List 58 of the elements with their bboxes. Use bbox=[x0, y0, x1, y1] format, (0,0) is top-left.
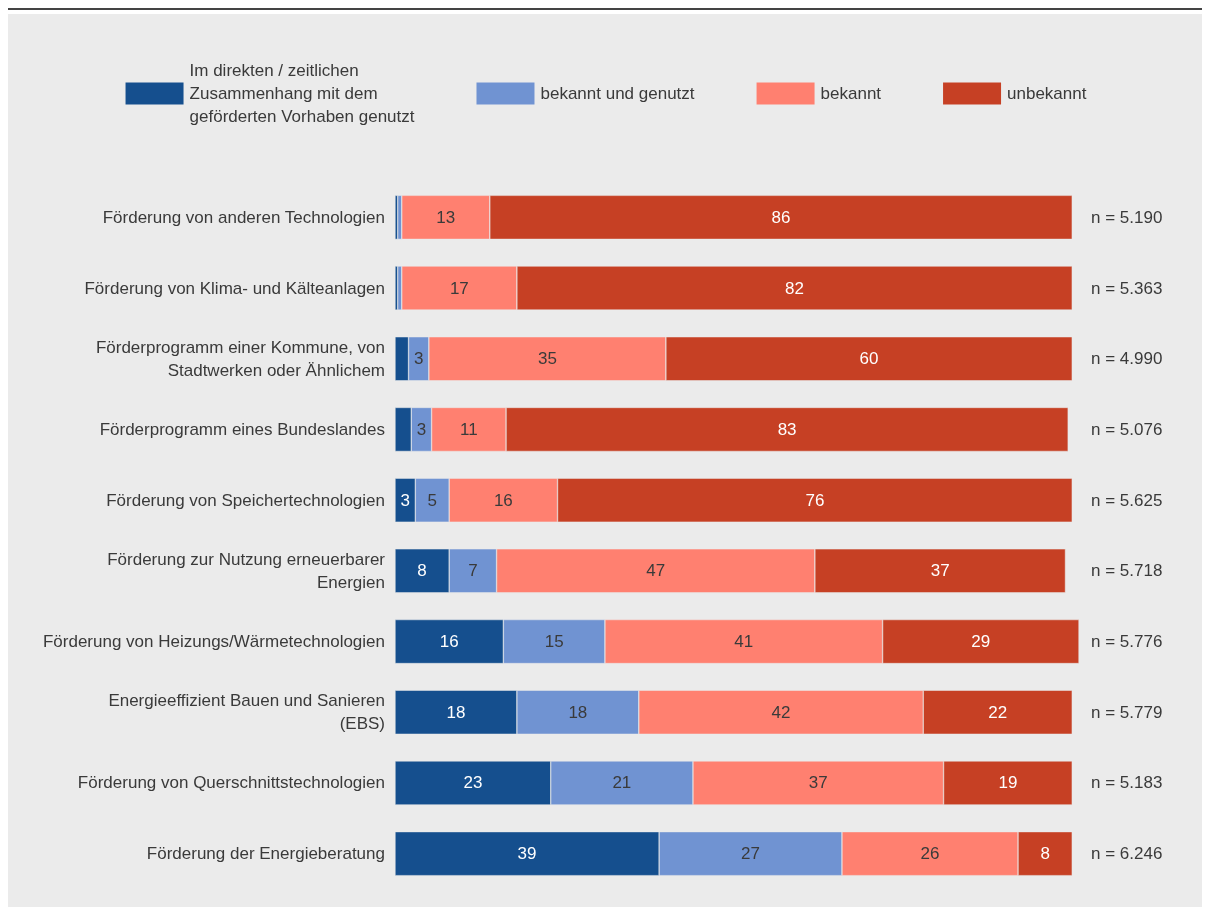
data-label: 42 bbox=[771, 702, 791, 722]
data-label: 5 bbox=[427, 490, 437, 510]
text: n = 6.246 bbox=[1091, 844, 1163, 864]
data-label: 18 bbox=[568, 702, 588, 722]
y-tick-label: Förderprogramm einer Kommune, von Stadtwerken oder Ähnlichem bbox=[95, 337, 385, 380]
y-tick-label: Förderung der Energieberatung bbox=[146, 844, 385, 864]
y-tick-label: Förderung von Speichertechnologien bbox=[106, 490, 385, 510]
text: n = 5.779 bbox=[1091, 702, 1163, 722]
legend-label: Im direkten / zeitlichen Zusammenhang mit dem geförderten Vorhaben genutzt bbox=[189, 61, 415, 126]
data-label: 22 bbox=[988, 702, 1008, 722]
data-label: 19 bbox=[998, 773, 1018, 793]
data-label: 8 bbox=[417, 561, 427, 581]
legend-label: bekannt bbox=[820, 84, 882, 103]
y-tick-label: Förderung zur Nutzung erneuerbarer Energien bbox=[107, 549, 386, 592]
y-tick-label: Energieeffizient Bauen und Sanieren (EBS) bbox=[108, 691, 385, 734]
data-label: 16 bbox=[493, 490, 513, 510]
data-label: 13 bbox=[436, 207, 456, 227]
text: n = 5.363 bbox=[1091, 278, 1163, 298]
data-label: 16 bbox=[439, 632, 459, 652]
data-label: 26 bbox=[920, 844, 940, 864]
data-label: 39 bbox=[517, 844, 537, 864]
data-label: 27 bbox=[741, 844, 761, 864]
data-label: 60 bbox=[859, 349, 879, 369]
y-tick-label: Förderung von Heizungs/Wärmetechnologien bbox=[42, 632, 385, 652]
data-label: 3 bbox=[416, 419, 427, 439]
data-label: 41 bbox=[734, 632, 754, 652]
y-tick-label: Förderung von anderen Technologien bbox=[102, 207, 385, 227]
text: n = 5.076 bbox=[1091, 419, 1163, 439]
data-label: 29 bbox=[971, 632, 991, 652]
data-label: 35 bbox=[537, 349, 557, 369]
y-tick-label: Förderung von Klima- und Kälteanlagen bbox=[84, 278, 385, 298]
data-label: 3 bbox=[413, 349, 424, 369]
y-tick-label: Förderung von Querschnittstechnologien bbox=[77, 773, 385, 793]
legend-label: unbekannt bbox=[1007, 84, 1087, 103]
data-label: 21 bbox=[612, 773, 632, 793]
text: n = 5.718 bbox=[1091, 561, 1163, 581]
text: n = 5.183 bbox=[1091, 773, 1163, 793]
data-label: 86 bbox=[771, 207, 791, 227]
data-label: 18 bbox=[446, 702, 466, 722]
data-label: 23 bbox=[463, 773, 483, 793]
data-label: 37 bbox=[930, 561, 950, 581]
data-label: 8 bbox=[1040, 844, 1050, 864]
text: n = 5.776 bbox=[1091, 632, 1163, 652]
data-label: 83 bbox=[777, 419, 797, 439]
text: n = 5.190 bbox=[1091, 207, 1163, 227]
data-label: 3 bbox=[400, 490, 410, 510]
data-label: 11 bbox=[459, 419, 478, 439]
data-label: 76 bbox=[805, 490, 825, 510]
text: n = 4.990 bbox=[1091, 349, 1163, 369]
legend-label: bekannt und genutzt bbox=[540, 84, 695, 103]
data-label: 37 bbox=[808, 773, 828, 793]
data-label: 15 bbox=[544, 632, 564, 652]
data-label: 82 bbox=[785, 278, 805, 298]
y-tick-label: Förderprogramm eines Bundeslandes bbox=[99, 419, 385, 439]
data-label: 17 bbox=[449, 278, 469, 298]
data-label: 7 bbox=[468, 561, 478, 581]
text: n = 5.625 bbox=[1091, 490, 1163, 510]
data-label: 47 bbox=[646, 561, 666, 581]
